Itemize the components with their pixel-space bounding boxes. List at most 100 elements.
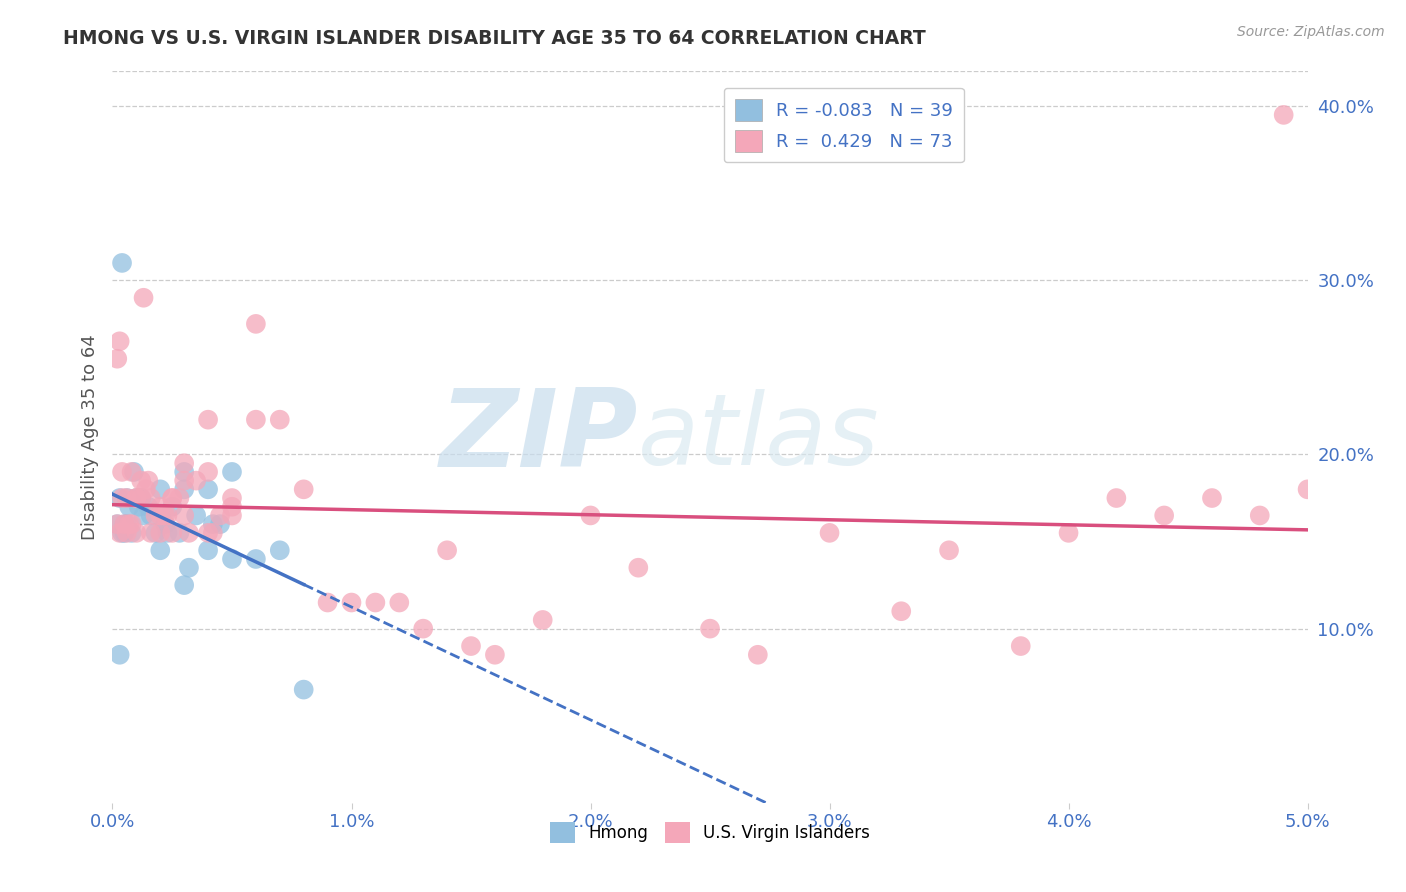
Point xyxy=(115,491,138,505)
Point xyxy=(579,508,602,523)
Point xyxy=(245,552,267,566)
Point xyxy=(1057,525,1080,540)
Point xyxy=(132,508,155,523)
Point xyxy=(132,291,155,305)
Point xyxy=(121,525,143,540)
Point xyxy=(201,517,224,532)
Point xyxy=(436,543,458,558)
Point xyxy=(173,456,195,470)
Point xyxy=(129,474,152,488)
Text: Source: ZipAtlas.com: Source: ZipAtlas.com xyxy=(1237,25,1385,39)
Point xyxy=(177,525,200,540)
Point xyxy=(125,491,148,505)
Text: ZIP: ZIP xyxy=(440,384,638,490)
Point xyxy=(162,491,183,505)
Point xyxy=(139,508,162,523)
Legend: Hmong, U.S. Virgin Islanders: Hmong, U.S. Virgin Islanders xyxy=(543,815,877,849)
Y-axis label: Disability Age 35 to 64: Disability Age 35 to 64 xyxy=(80,334,98,540)
Point xyxy=(197,483,219,497)
Point xyxy=(105,517,128,532)
Point xyxy=(153,517,176,532)
Point xyxy=(292,483,315,497)
Point xyxy=(162,500,183,514)
Point xyxy=(156,508,179,523)
Point xyxy=(1153,508,1175,523)
Point xyxy=(115,517,138,532)
Point xyxy=(108,491,131,505)
Point xyxy=(145,525,167,540)
Point xyxy=(186,508,208,523)
Point xyxy=(138,500,160,514)
Point xyxy=(221,508,243,523)
Point xyxy=(221,465,243,479)
Point xyxy=(890,604,912,618)
Point xyxy=(149,500,172,514)
Point xyxy=(1105,491,1128,505)
Point xyxy=(173,578,195,592)
Point xyxy=(138,474,160,488)
Point xyxy=(118,517,141,532)
Point xyxy=(269,543,291,558)
Point xyxy=(292,682,315,697)
Point xyxy=(269,412,291,426)
Point xyxy=(173,508,195,523)
Point xyxy=(105,517,128,532)
Point xyxy=(316,595,339,609)
Point xyxy=(460,639,482,653)
Point xyxy=(149,543,172,558)
Point xyxy=(121,517,143,532)
Point xyxy=(121,465,143,479)
Point xyxy=(173,483,195,497)
Point xyxy=(173,465,195,479)
Point xyxy=(197,525,219,540)
Point xyxy=(531,613,554,627)
Point xyxy=(177,560,200,574)
Point xyxy=(221,491,243,505)
Point xyxy=(108,648,131,662)
Point xyxy=(221,552,243,566)
Point xyxy=(1296,483,1319,497)
Point xyxy=(1201,491,1223,505)
Point xyxy=(125,525,148,540)
Point xyxy=(125,491,148,505)
Point xyxy=(108,334,131,349)
Point xyxy=(938,543,960,558)
Text: HMONG VS U.S. VIRGIN ISLANDER DISABILITY AGE 35 TO 64 CORRELATION CHART: HMONG VS U.S. VIRGIN ISLANDER DISABILITY… xyxy=(63,29,927,47)
Point xyxy=(245,317,267,331)
Point xyxy=(1010,639,1032,653)
Point xyxy=(221,500,243,514)
Point xyxy=(122,465,145,479)
Point xyxy=(173,474,195,488)
Point xyxy=(111,525,134,540)
Point xyxy=(197,465,219,479)
Point xyxy=(201,525,224,540)
Point xyxy=(149,483,172,497)
Point xyxy=(125,491,148,505)
Point xyxy=(114,525,135,540)
Point xyxy=(209,508,232,523)
Point xyxy=(169,491,191,505)
Point xyxy=(699,622,721,636)
Point xyxy=(135,483,157,497)
Point xyxy=(747,648,769,662)
Point xyxy=(364,595,387,609)
Point xyxy=(162,491,183,505)
Point xyxy=(105,351,128,366)
Point xyxy=(245,412,267,426)
Point xyxy=(340,595,363,609)
Point xyxy=(209,517,232,532)
Point xyxy=(169,525,191,540)
Point xyxy=(108,525,131,540)
Point xyxy=(149,525,172,540)
Point xyxy=(114,517,135,532)
Point xyxy=(129,491,152,505)
Text: atlas: atlas xyxy=(638,389,880,485)
Point xyxy=(139,525,162,540)
Point xyxy=(153,508,176,523)
Point xyxy=(111,491,134,505)
Point xyxy=(139,491,162,505)
Point xyxy=(197,412,219,426)
Point xyxy=(115,525,138,540)
Point xyxy=(156,525,179,540)
Point xyxy=(388,595,411,609)
